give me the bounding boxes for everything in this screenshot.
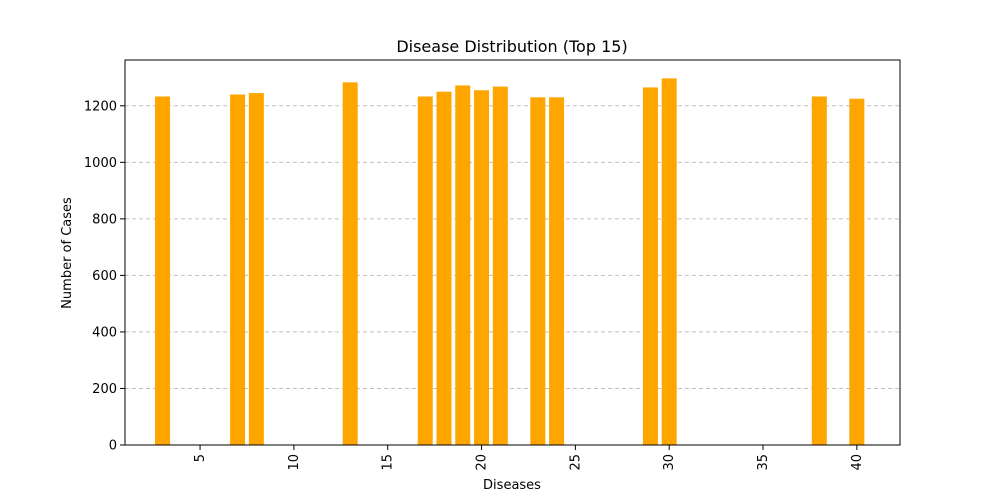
bar-38 xyxy=(811,96,827,446)
plot-frame xyxy=(124,59,901,446)
bar-17 xyxy=(417,96,433,446)
y-axis-ticks: 0 200 400 600 800 1000 1200 xyxy=(84,99,125,454)
y-axis-title: Number of Cases xyxy=(60,197,75,309)
chart-title: Disease Distribution (Top 15) xyxy=(396,37,627,56)
bar-3 xyxy=(155,96,171,446)
bar-24 xyxy=(549,97,565,445)
y-tick-label: 1200 xyxy=(84,99,117,114)
bar-29 xyxy=(642,87,658,445)
x-tick-label: 40 xyxy=(850,454,865,471)
bar-13 xyxy=(342,82,358,446)
x-tick-label: 30 xyxy=(662,454,677,471)
y-tick-label: 400 xyxy=(92,325,117,340)
x-tick-label: 5 xyxy=(193,454,208,462)
y-tick-label: 200 xyxy=(92,382,117,397)
y-tick-label: 1000 xyxy=(84,156,117,171)
bar-7 xyxy=(230,94,246,445)
x-tick-label: 10 xyxy=(287,454,302,471)
bar-20 xyxy=(474,90,490,445)
y-tick-label: 600 xyxy=(92,269,117,284)
y-tick-label: 0 xyxy=(109,439,117,454)
y-tick-label: 800 xyxy=(92,212,117,227)
bar-40 xyxy=(849,98,865,445)
bar-23 xyxy=(530,97,546,445)
bars xyxy=(155,78,865,446)
bar-18 xyxy=(436,91,452,445)
bar-8 xyxy=(248,93,264,445)
x-axis-ticks: 5 10 15 20 25 30 35 40 xyxy=(193,445,865,471)
x-tick-label: 20 xyxy=(475,454,490,471)
x-tick-label: 25 xyxy=(568,454,583,471)
bar-30 xyxy=(661,78,677,445)
x-tick-label: 15 xyxy=(381,454,396,471)
bar-21 xyxy=(492,86,508,445)
bar-19 xyxy=(455,85,471,446)
x-axis-title: Diseases xyxy=(483,478,541,493)
x-tick-label: 35 xyxy=(756,454,771,471)
